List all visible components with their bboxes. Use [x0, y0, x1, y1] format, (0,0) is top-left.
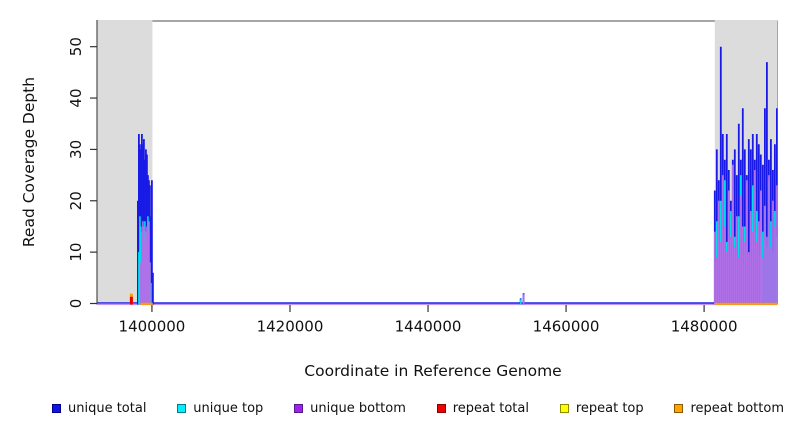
legend-swatch-icon [294, 403, 304, 413]
y-tick-label: 10 [67, 243, 85, 262]
legend-swatch-icon [436, 403, 446, 413]
legend-item-repeat-bottom: repeat bottom [674, 401, 784, 416]
legend-label: repeat top [575, 400, 644, 416]
x-tick-label: 1440000 [395, 318, 462, 336]
y-tick-label: 40 [67, 88, 85, 107]
legend-label: unique top [193, 400, 264, 416]
legend-swatch-icon [52, 403, 61, 413]
legend-swatch-icon [674, 403, 684, 413]
x-tick-label: 1420000 [257, 318, 324, 336]
legend-label: unique bottom [310, 400, 406, 416]
legend-item-unique-bottom: unique bottom [294, 401, 406, 416]
legend-label: repeat total [452, 400, 529, 416]
y-tick-label: 20 [67, 191, 85, 210]
x-axis-title: Coordinate in Reference Genome [304, 362, 562, 380]
legend-item-repeat-total: repeat total [436, 400, 529, 416]
plot-box [96, 20, 778, 305]
y-tick-label: 0 [67, 299, 85, 309]
legend-swatch-icon [177, 403, 187, 413]
x-tick-label: 1480000 [671, 318, 738, 336]
y-tick-label: 30 [67, 140, 85, 159]
legend-label: repeat bottom [690, 400, 784, 416]
legend-item-unique-top: unique top [177, 401, 263, 416]
series-unique-bottom [140, 164, 778, 305]
legend-label: unique total [68, 400, 147, 416]
x-tick-label: 1400000 [119, 318, 186, 336]
legend-item-repeat-top: repeat top [559, 400, 644, 416]
y-tick-label: 50 [67, 37, 85, 56]
legend-item-unique-total: unique total [52, 401, 146, 416]
x-tick-label: 1460000 [533, 318, 600, 336]
y-axis-title: Read Coverage Depth [20, 76, 38, 248]
legend-swatch-icon [559, 403, 569, 413]
legend: unique total unique top unique bottom repea… [52, 399, 784, 417]
